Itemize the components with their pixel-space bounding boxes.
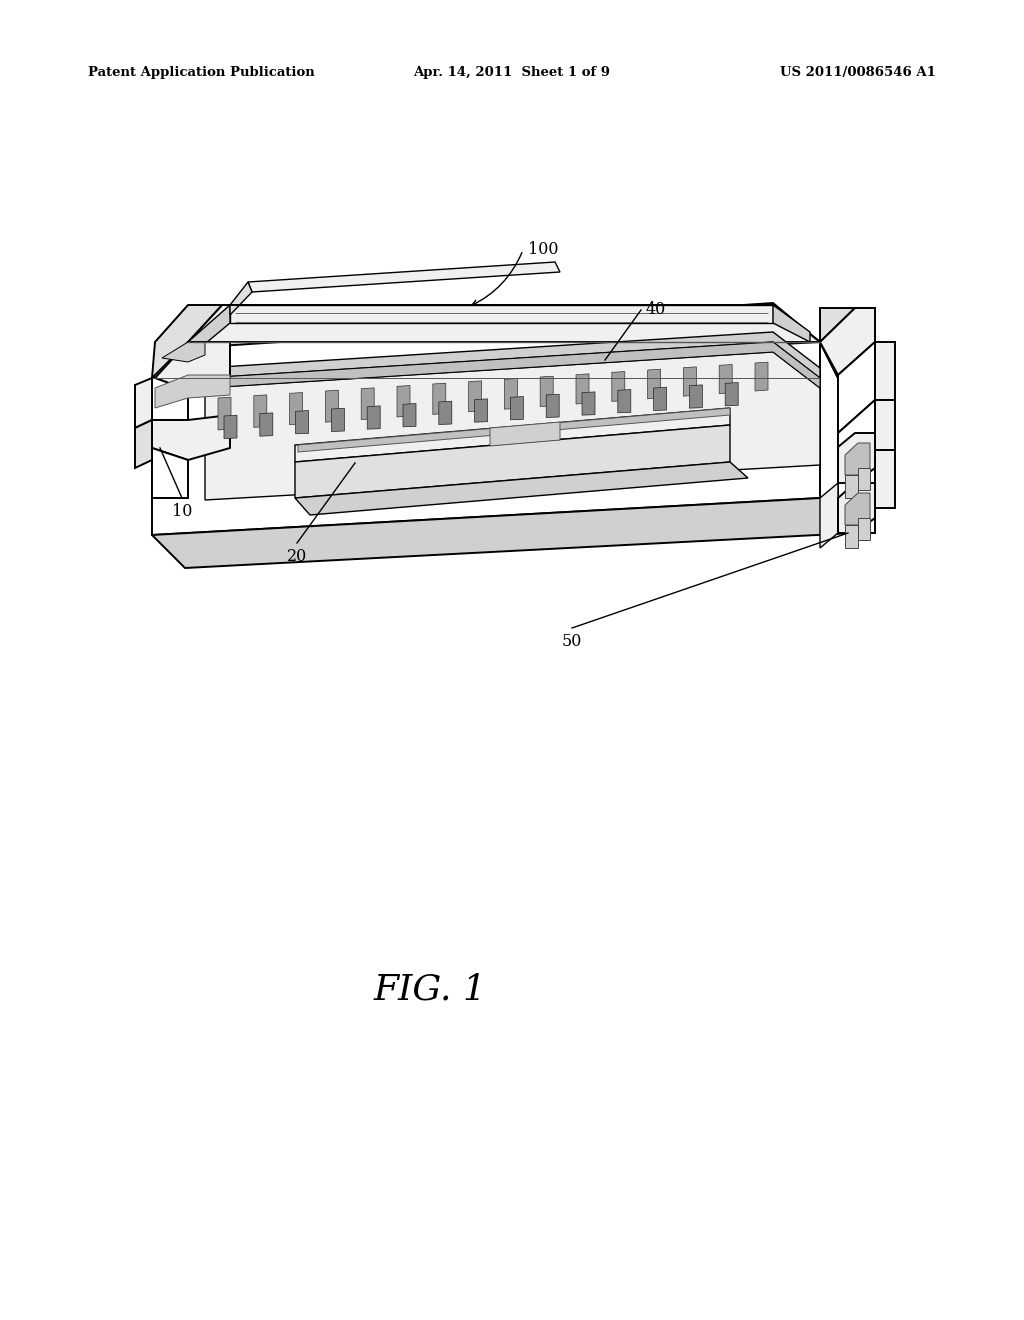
Polygon shape [874,342,895,400]
Polygon shape [689,385,702,408]
Polygon shape [617,389,631,413]
Text: 100: 100 [528,242,558,259]
Polygon shape [858,517,870,540]
Polygon shape [218,397,231,430]
Text: 40: 40 [646,301,667,318]
Polygon shape [439,401,452,425]
Polygon shape [298,408,730,451]
Polygon shape [838,433,874,483]
Polygon shape [845,444,870,475]
Polygon shape [248,261,560,292]
Polygon shape [541,376,553,407]
Polygon shape [188,305,230,358]
Polygon shape [361,388,374,420]
Polygon shape [295,462,748,515]
Polygon shape [647,370,660,399]
Polygon shape [162,342,205,362]
Polygon shape [845,475,858,498]
Polygon shape [368,405,380,429]
Polygon shape [135,420,152,469]
Text: 10: 10 [172,503,193,520]
Polygon shape [820,308,874,378]
Polygon shape [820,483,838,548]
Polygon shape [188,304,820,348]
Polygon shape [205,342,820,388]
Polygon shape [332,408,344,432]
Polygon shape [505,379,517,409]
Polygon shape [611,371,625,401]
Polygon shape [296,411,308,434]
Polygon shape [858,469,870,490]
Polygon shape [295,425,730,498]
Polygon shape [546,395,559,417]
Text: 20: 20 [287,548,307,565]
Polygon shape [135,378,152,428]
Polygon shape [575,374,589,404]
Polygon shape [152,378,188,420]
Polygon shape [855,308,874,533]
Polygon shape [874,450,895,508]
Polygon shape [725,383,738,405]
Text: Apr. 14, 2011  Sheet 1 of 9: Apr. 14, 2011 Sheet 1 of 9 [414,66,610,79]
Text: FIG. 1: FIG. 1 [374,972,486,1006]
Polygon shape [773,305,810,342]
Polygon shape [155,375,230,408]
Polygon shape [820,308,874,375]
Polygon shape [403,404,416,426]
Polygon shape [719,364,732,393]
Polygon shape [290,392,303,425]
Polygon shape [152,305,222,378]
Text: US 2011/0086546 A1: US 2011/0086546 A1 [780,66,936,79]
Polygon shape [490,422,560,446]
Polygon shape [838,342,874,433]
Polygon shape [295,408,730,462]
Polygon shape [230,305,773,323]
Polygon shape [845,525,858,548]
Polygon shape [326,391,338,422]
Polygon shape [845,492,870,525]
Polygon shape [155,342,230,389]
Polygon shape [755,362,768,391]
Polygon shape [469,381,481,412]
Polygon shape [230,282,252,315]
Polygon shape [205,333,820,378]
Polygon shape [152,414,230,459]
Polygon shape [152,498,855,568]
Polygon shape [874,400,895,450]
Polygon shape [683,367,696,396]
Polygon shape [474,399,487,422]
Polygon shape [653,387,667,411]
Polygon shape [152,447,188,498]
Polygon shape [254,395,267,428]
Polygon shape [838,483,874,533]
Polygon shape [205,352,820,500]
Polygon shape [397,385,410,417]
Polygon shape [820,308,855,533]
Polygon shape [510,396,523,420]
Text: 50: 50 [562,634,583,649]
Polygon shape [260,413,272,436]
Text: Patent Application Publication: Patent Application Publication [88,66,314,79]
Polygon shape [224,416,237,438]
Polygon shape [188,305,820,342]
Polygon shape [838,450,874,533]
Polygon shape [433,383,445,414]
Polygon shape [152,342,820,535]
Polygon shape [582,392,595,416]
Polygon shape [838,400,874,483]
